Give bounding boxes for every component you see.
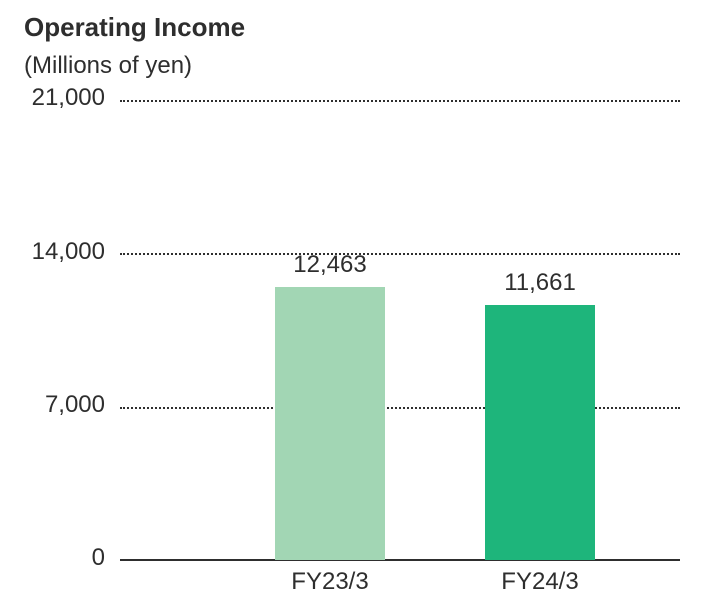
bar: [485, 305, 595, 560]
gridline: [120, 407, 680, 409]
y-tick-label: 14,000: [0, 238, 105, 266]
y-tick-label: 7,000: [0, 391, 105, 419]
bar-value-label: 12,463: [250, 251, 410, 279]
x-tick-label: FY23/3: [250, 568, 410, 596]
gridline: [120, 100, 680, 102]
x-tick-label: FY24/3: [460, 568, 620, 596]
bar-value-label: 11,661: [460, 269, 620, 297]
bar: [275, 287, 385, 560]
y-tick-label: 21,000: [0, 84, 105, 112]
operating-income-chart: Operating Income (Millions of yen) 0 7,00…: [0, 0, 706, 616]
x-axis-line: [120, 559, 680, 561]
chart-title: Operating Income: [24, 12, 245, 43]
y-tick-label: 0: [0, 544, 105, 572]
chart-subtitle: (Millions of yen): [24, 52, 192, 80]
